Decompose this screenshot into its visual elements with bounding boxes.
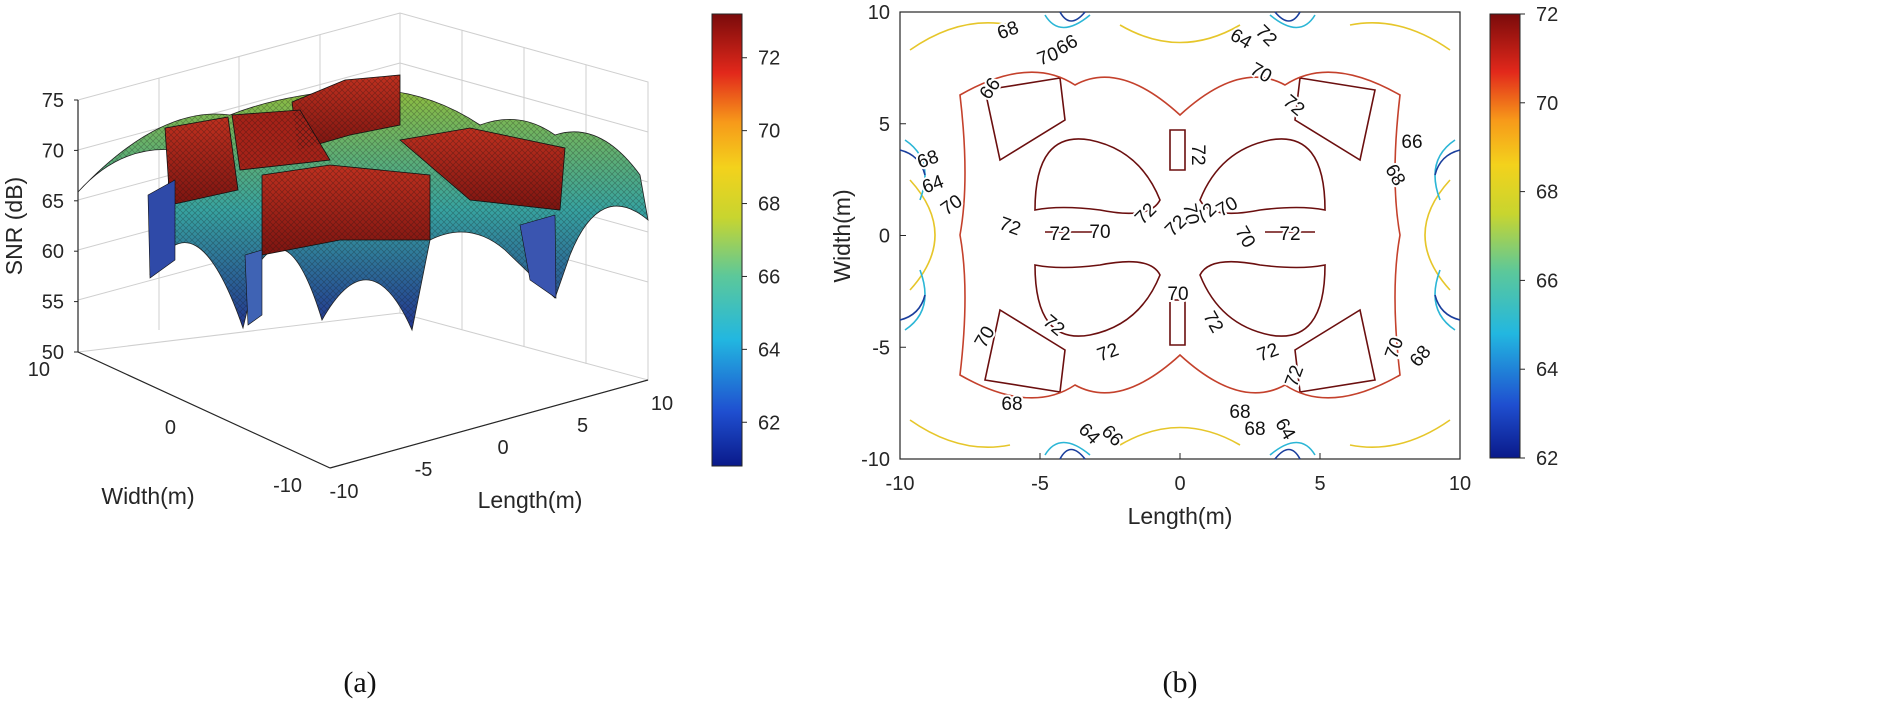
colorbar-b-tick-label: 62 bbox=[1536, 448, 1558, 470]
surface-wall-right bbox=[519, 214, 557, 299]
x-axis-3d: -10 -5 0 5 10 Length(m) bbox=[330, 379, 674, 513]
z-tick-label: 55 bbox=[42, 292, 64, 314]
colorbar-a-tick-label: 68 bbox=[758, 194, 780, 216]
contour-label: 68 bbox=[1244, 419, 1265, 440]
colorbar-a-tick-label: 72 bbox=[758, 48, 780, 70]
z-tick-label: 50 bbox=[42, 342, 64, 364]
y-tick-label: -5 bbox=[872, 337, 890, 359]
y-axis-label: Width(m) bbox=[829, 189, 855, 282]
x-tick-label: -10 bbox=[330, 481, 359, 503]
colorbar-a: 62 64 66 68 70 72 bbox=[711, 13, 780, 467]
panel-b-caption: (b) bbox=[1163, 666, 1198, 699]
z-tick-label: 70 bbox=[42, 140, 64, 162]
surface-mesh bbox=[77, 74, 649, 332]
surface-wall-left bbox=[147, 179, 176, 279]
y-tick-label: 0 bbox=[165, 417, 176, 439]
contour-lines bbox=[899, 11, 1461, 460]
contour-label: 68 bbox=[1001, 394, 1022, 415]
y-tick-label: 10 bbox=[868, 2, 890, 24]
contour-68 bbox=[909, 22, 1451, 448]
x-tick-label: -5 bbox=[1031, 473, 1049, 495]
contour-label: 70 bbox=[1167, 284, 1188, 305]
contour-72-corner-lr bbox=[1294, 308, 1376, 393]
x-tick-labels-3d: -10 -5 0 5 10 bbox=[330, 393, 674, 503]
colorbar-a-tick-label: 64 bbox=[758, 339, 780, 361]
colorbar-b-tick-label: 68 bbox=[1536, 182, 1558, 204]
contour-72-corner-ul bbox=[984, 77, 1066, 162]
x-tick-label: 0 bbox=[1174, 473, 1185, 495]
z-tick-label: 65 bbox=[42, 191, 64, 213]
colorbar-b-tick-label: 70 bbox=[1536, 93, 1558, 115]
z-axis-label: SNR (dB) bbox=[1, 177, 27, 275]
colorbar-a-tick-label: 62 bbox=[758, 412, 780, 434]
x-tick-label: -5 bbox=[415, 459, 433, 481]
x-axis-label: Length(m) bbox=[1128, 503, 1233, 529]
y-tick-label: -10 bbox=[861, 449, 890, 471]
x-tick-label: 0 bbox=[497, 437, 508, 459]
z-tick-label: 75 bbox=[42, 90, 64, 112]
contour-72-lower-left bbox=[1034, 260, 1161, 337]
y-axis-3d: -10 0 10 Width(m) bbox=[28, 351, 331, 509]
y-axis-label-3d: Width(m) bbox=[101, 483, 194, 509]
contour-label: 72 bbox=[1279, 224, 1300, 245]
contour-72-lower-right bbox=[1199, 260, 1326, 337]
z-axis: 50 55 60 65 70 75 SNR (dB) bbox=[1, 90, 79, 364]
colorbar-a-tick-label: 70 bbox=[758, 121, 780, 143]
contour-label: 66 bbox=[1401, 132, 1422, 153]
contour-72-center-bars bbox=[1045, 129, 1315, 346]
x-tick-label: 10 bbox=[651, 393, 673, 415]
colorbar-b-ticks: 62 64 66 68 70 72 bbox=[1520, 4, 1558, 470]
y-tick-label: -10 bbox=[273, 475, 302, 497]
y-tick-labels-3d: -10 0 10 bbox=[28, 359, 302, 497]
contour-label: 70 bbox=[1089, 222, 1110, 243]
z-tick-label: 60 bbox=[42, 241, 64, 263]
x-tick-labels: -10 -5 0 5 10 bbox=[886, 453, 1471, 495]
contour-72-corner-ur bbox=[1294, 77, 1376, 162]
colorbar-a-tick-label: 66 bbox=[758, 266, 780, 288]
y-tick-label: 0 bbox=[879, 226, 890, 248]
surface-wall-front bbox=[244, 249, 263, 326]
colorbar-b-tick-label: 72 bbox=[1536, 4, 1558, 26]
colorbar-b: 62 64 66 68 70 72 bbox=[1489, 4, 1558, 470]
y-tick-labels: -10 -5 0 5 10 bbox=[861, 2, 906, 471]
contour-axes-box bbox=[899, 11, 1461, 460]
contour-72-upper-left bbox=[1034, 138, 1161, 215]
z-tick-labels: 50 55 60 65 70 75 bbox=[42, 90, 78, 364]
x-tick-label: -10 bbox=[886, 473, 915, 495]
contour-72-upper-right bbox=[1199, 138, 1326, 215]
y-tick-label: 5 bbox=[879, 114, 890, 136]
x-tick-label: 5 bbox=[577, 415, 588, 437]
contour-66 bbox=[904, 14, 1456, 456]
contour-64 bbox=[899, 11, 1461, 460]
colorbar-b-tick-label: 64 bbox=[1536, 359, 1558, 381]
x-tick-label: 10 bbox=[1449, 473, 1471, 495]
colorbar-a-ticks: 62 64 66 68 70 72 bbox=[742, 48, 780, 434]
contour-72-corner-ll bbox=[984, 308, 1066, 393]
x-tick-label: 5 bbox=[1314, 473, 1325, 495]
contour-label: 68 bbox=[1229, 402, 1250, 423]
contour-70 bbox=[959, 71, 1401, 399]
x-axis-label-3d: Length(m) bbox=[478, 487, 583, 513]
colorbar-b-tick-label: 66 bbox=[1536, 270, 1558, 292]
contour-label: 72 bbox=[1187, 144, 1208, 165]
panel-a-caption: (a) bbox=[343, 666, 376, 699]
y-tick-label: 10 bbox=[28, 359, 50, 381]
contour-label: 72 bbox=[1049, 224, 1070, 245]
